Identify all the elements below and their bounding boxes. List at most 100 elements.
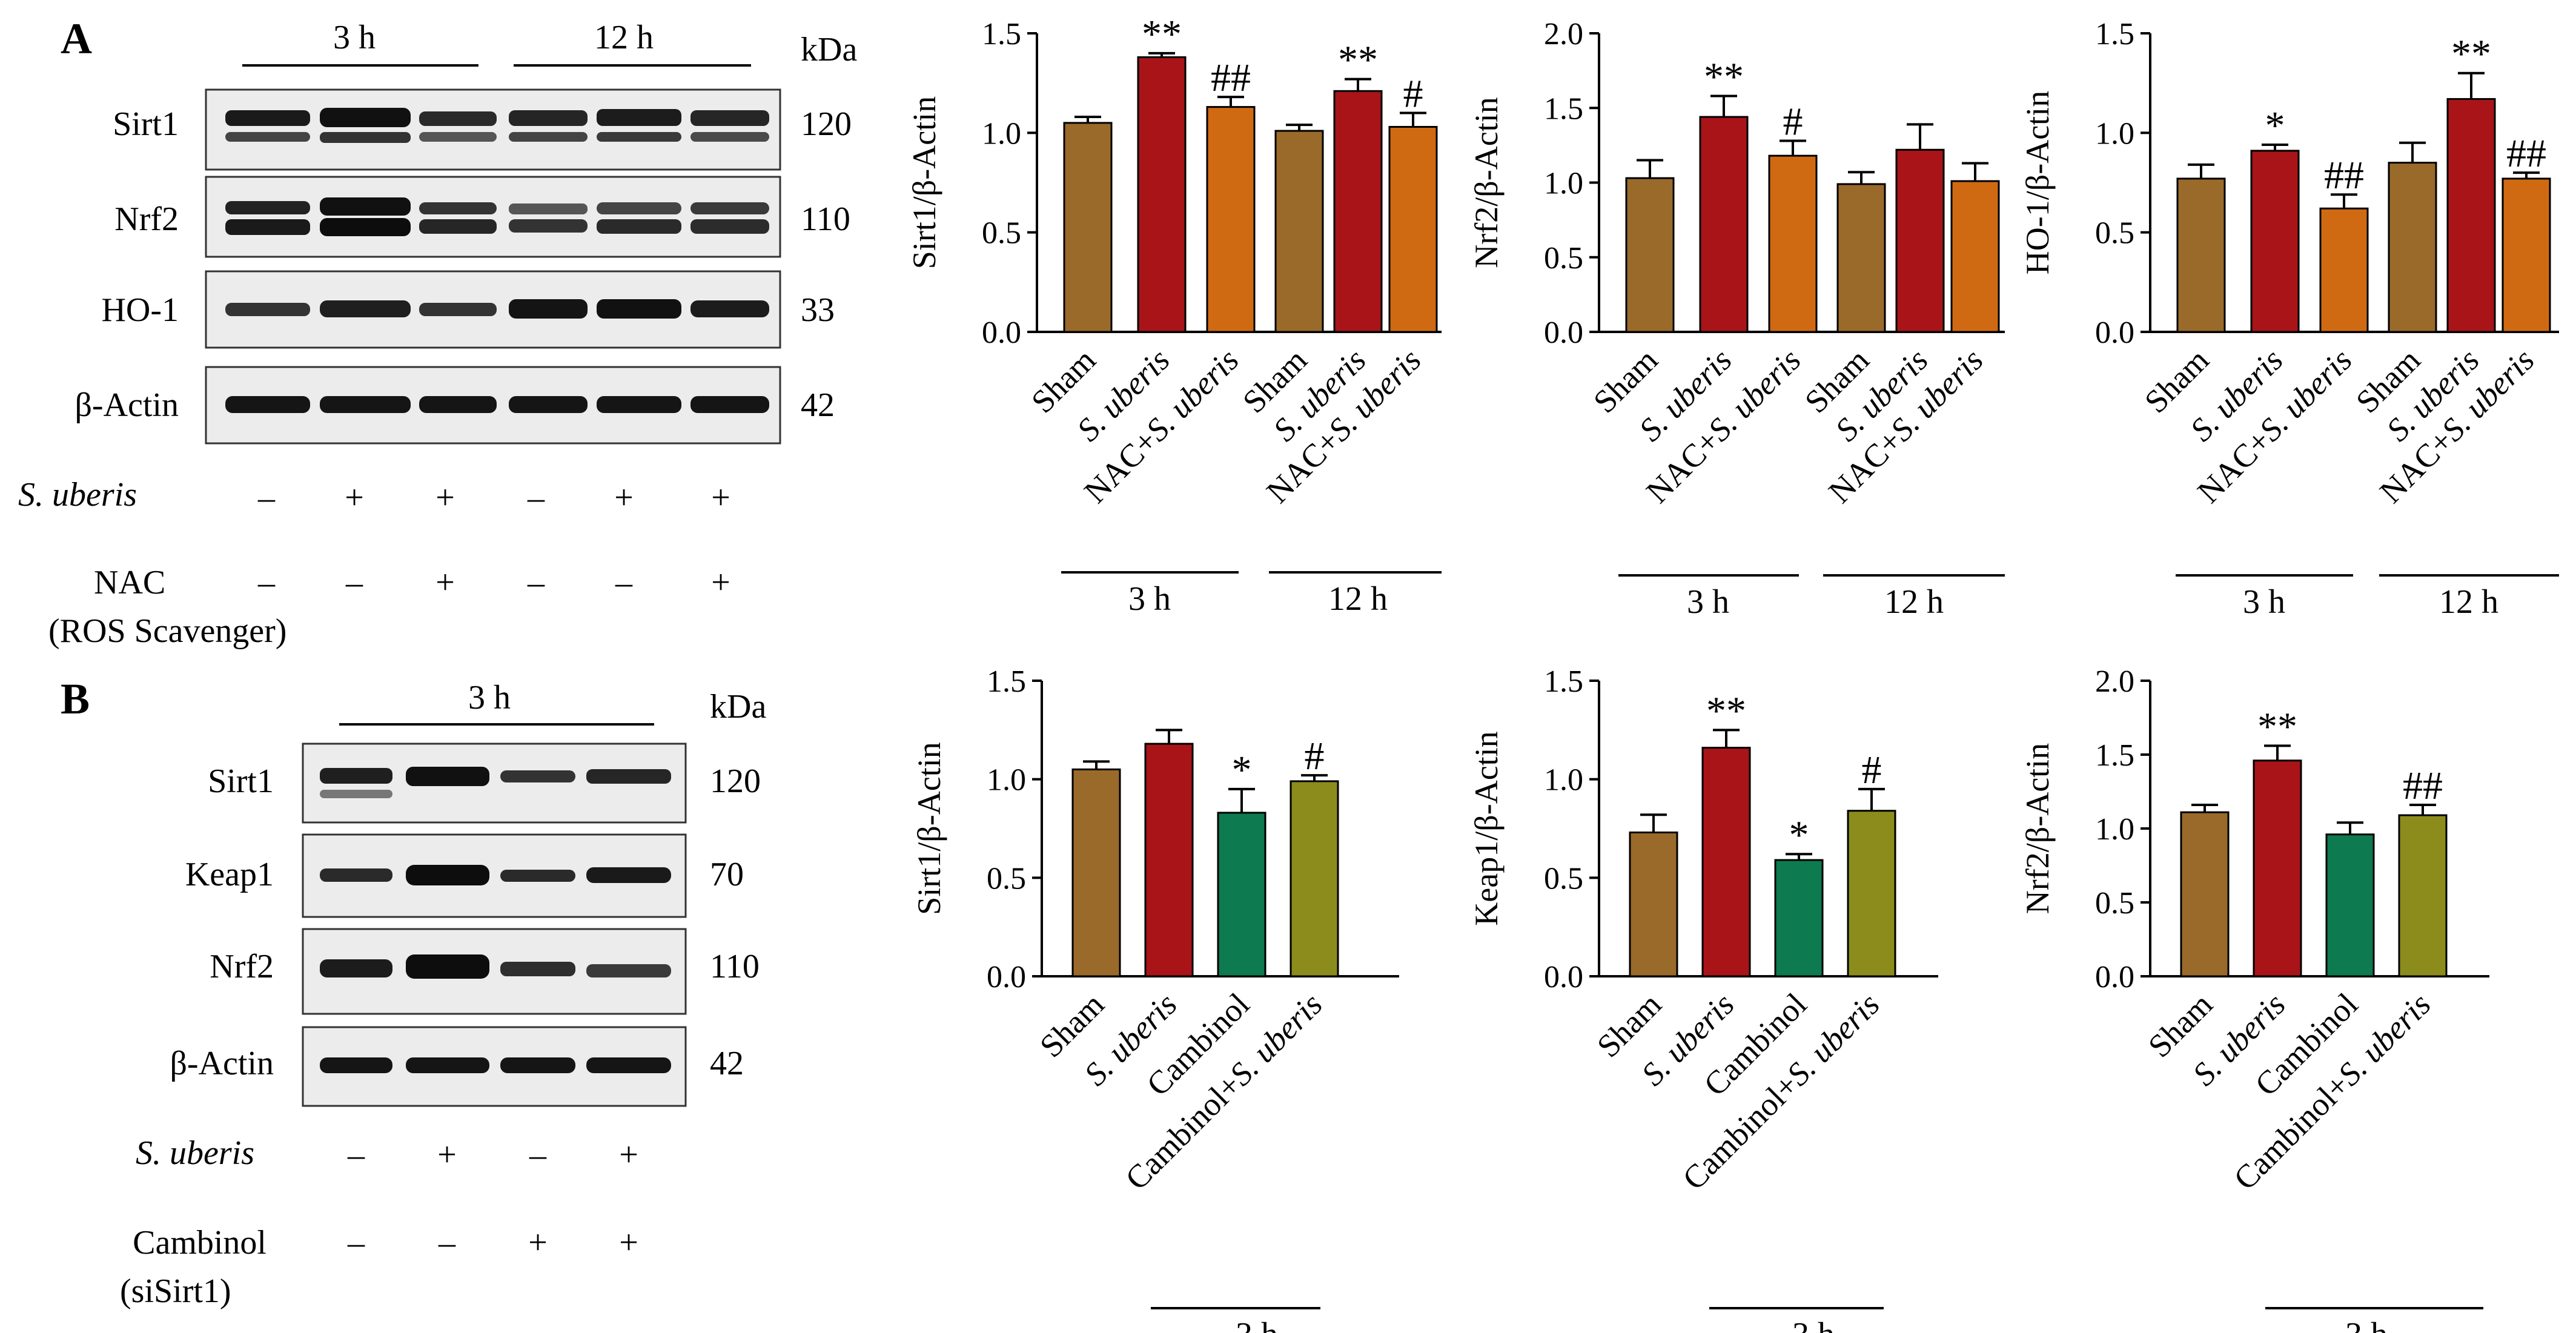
panel-b-sign: + [437,1136,457,1174]
bar [1895,148,1945,333]
bar [1071,768,1121,977]
panel-a-protein-actin: β-Actin [74,386,179,424]
y-axis-label: Sirt1/β-Actin [906,96,942,269]
significance-mark: ** [2451,32,2491,76]
group-label: 3 h [1128,580,1171,618]
significance-mark: * [2265,104,2285,148]
significance-mark: ** [1704,55,1744,99]
y-tick-label: 1.0 [2095,116,2134,151]
panel-b-kda-sirt1: 120 [710,762,761,800]
bar [2176,177,2226,333]
bar [2180,811,2230,977]
panel-b-sign: + [619,1224,638,1262]
significance-mark: # [1305,734,1325,778]
panel-b-signs-cambinol: – – + + [347,1224,638,1262]
panel-b-protein-sirt1: Sirt1 [208,762,274,800]
group-label: 12 h [1328,580,1388,618]
y-tick-label: 1.5 [1544,91,1583,126]
bar [2398,814,2448,977]
panel-a-time-12h: 12 h [594,19,654,56]
significance-mark: ## [1211,56,1251,100]
panel-a-treatment-suberis: S. uberis [18,476,137,514]
panel-a-sign: + [345,479,364,517]
y-tick-label: 1.5 [2095,738,2134,773]
panel-b-blot: B 3 h kDa Sirt1 Keap1 Nrf2 β-Actin 120 7… [61,675,766,1310]
panel-a-treatment-nac-sub: (ROS Scavenger) [48,612,286,650]
panel-b-protein-actin: β-Actin [170,1045,274,1082]
bar [2388,162,2437,333]
y-tick-label: 1.5 [2095,17,2134,51]
panel-b-blot-keap1 [302,833,687,918]
significance-mark: ## [2403,764,2443,808]
panel-b-treatment-cambinol: Cambinol [133,1224,267,1262]
group-label: 3 h [2345,1316,2388,1333]
y-tick-label: 1.0 [2095,812,2134,847]
y-tick-label: 1.5 [1544,664,1583,699]
panel-a-sign: – [257,479,276,517]
bar [2325,833,2375,977]
panel-a-sign: – [527,564,545,601]
y-axis-label: HO-1/β-Actin [2019,91,2056,274]
significance-mark: ** [1706,689,1746,733]
bar [1333,90,1383,333]
panel-b-blot-sirt1 [302,743,687,824]
panel-b-treatment-suberis: S. uberis [136,1134,254,1172]
bar [1217,812,1266,977]
panel-b-kda-actin: 42 [710,1045,744,1082]
significance-mark: ## [2324,153,2364,197]
bar [1847,810,1896,977]
y-axis-label: Keap1/β-Actin [1468,731,1505,925]
panel-b-protein-nrf2: Nrf2 [210,948,274,985]
panel-a-sign: – [615,564,633,601]
panel-a-signs-suberis: – + + – + + [257,479,730,517]
panel-b-protein-keap1: Keap1 [185,856,274,893]
bar [1768,154,1818,333]
y-tick-label: 0.5 [987,861,1026,896]
panel-a-kda-sirt1: 120 [801,105,852,143]
panel-a-letter: A [61,15,92,63]
bar [1290,780,1339,977]
bar [1206,106,1256,333]
panel-b-kda-keap1: 70 [710,856,744,893]
bar [2253,759,2302,977]
y-tick-label: 0.0 [982,316,1021,350]
bar [2319,207,2369,333]
bar [2250,150,2300,333]
y-tick-label: 2.0 [1544,17,1583,51]
panel-a-sign: – [345,564,363,601]
panel-b-sign: + [528,1224,548,1262]
y-tick-label: 0.5 [2095,216,2134,251]
bar [1836,183,1886,333]
panel-a-blot-actin [205,366,781,445]
panel-a-sign: + [711,564,730,601]
significance-mark: # [1862,748,1882,792]
y-tick-label: 1.0 [1544,763,1583,798]
group-label: 12 h [1884,583,1944,621]
panel-b-time-3h: 3 h [468,679,511,716]
panel-a-sign: + [614,479,634,517]
significance-mark: ** [1142,12,1182,56]
group-label: 12 h [2439,583,2498,621]
panel-a-protein-sirt1: Sirt1 [113,105,179,143]
panel-b-sign: – [438,1224,456,1262]
significance-mark: # [1403,71,1423,116]
bar [1388,125,1438,333]
panel-a-sign: – [257,564,276,601]
y-axis-label: Nrf2/β-Actin [1468,97,1505,268]
y-tick-label: 0.0 [2095,960,2134,994]
y-tick-label: 0.0 [987,960,1026,994]
bar [1063,122,1113,333]
panel-b-signs-suberis: – + – + [347,1136,638,1174]
panel-a-sign: – [527,479,545,517]
y-tick-label: 0.5 [1544,241,1583,276]
y-axis-label: Nrf2/β-Actin [2019,743,2056,914]
bar [2446,98,2496,333]
panel-b-kda-nrf2: 110 [710,948,760,985]
panel-b-blot-actin [302,1026,687,1107]
